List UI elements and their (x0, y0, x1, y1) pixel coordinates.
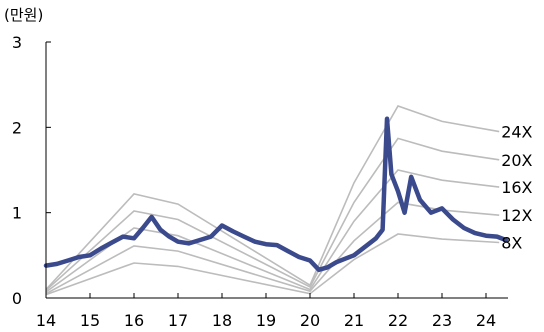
bands-layer (45, 105, 500, 296)
labels-layer: 24X 20X 16X 12X 8X (501, 123, 532, 253)
x-tick-label: 15 (80, 311, 100, 330)
x-tick-label: 21 (344, 311, 364, 330)
band-label-12x: 12X (501, 206, 532, 225)
band-line-20x (45, 137, 500, 291)
x-tick-label: 24 (476, 311, 496, 330)
y-tick-label: 1 (12, 204, 22, 223)
price-line (43, 116, 509, 273)
y-axis-unit-label: (만원) (4, 6, 43, 24)
x-tick-label: 14 (36, 311, 56, 330)
band-line-16x (45, 169, 500, 293)
x-tick-label: 18 (212, 311, 232, 330)
x-tick-label: 20 (300, 311, 320, 330)
band-line-8x (45, 233, 500, 296)
y-tick-label: 3 (12, 33, 22, 52)
band-label-24x: 24X (501, 123, 532, 142)
band-label-16x: 16X (501, 178, 532, 197)
x-tick-label: 17 (168, 311, 188, 330)
price-layer (43, 116, 509, 273)
band-label-8x: 8X (501, 234, 522, 253)
x-tick-label: 23 (432, 311, 452, 330)
x-tick-label: 22 (388, 311, 408, 330)
x-tick-label: 19 (256, 311, 276, 330)
band-label-20x: 20X (501, 151, 532, 170)
x-tick-label: 16 (124, 311, 144, 330)
y-tick-label: 0 (12, 289, 22, 308)
y-tick-label: 2 (12, 118, 22, 137)
band-line-24x (45, 105, 500, 291)
